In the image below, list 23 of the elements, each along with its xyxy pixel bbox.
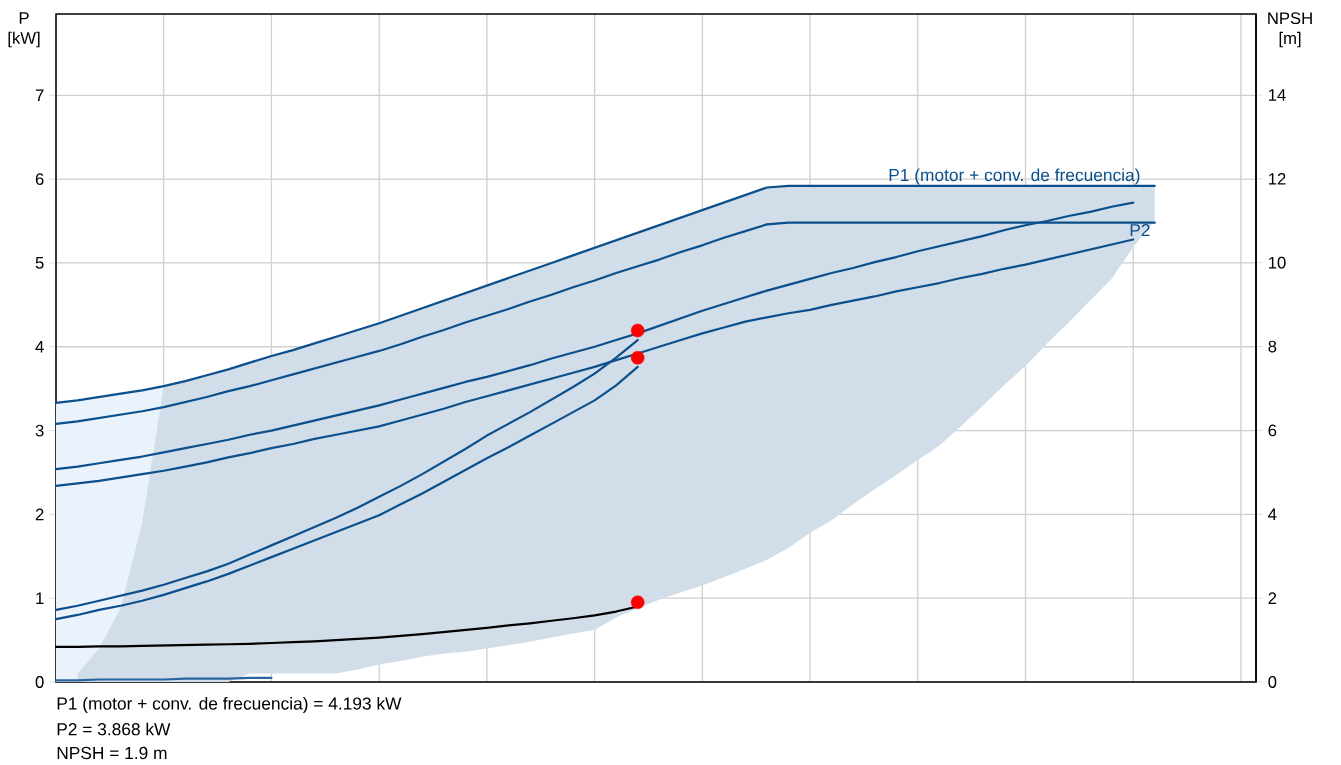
y-tick-label: 7 <box>35 89 44 102</box>
text: P2 = 3.868 kW <box>57 722 171 736</box>
text: NPSH = 1.9 m <box>57 746 167 760</box>
y-tick-label: 0 <box>35 676 44 688</box>
y-tick-label: 6 <box>35 173 44 186</box>
y-axis-title: P [kW] <box>8 12 40 48</box>
text: P1 (motor + conv. de frecuencia) = 4.193 kW <box>57 696 402 714</box>
y2-tick-label: 0 <box>1268 676 1277 688</box>
y-tick-label: 4 <box>35 341 44 353</box>
y2-tick-label: 4 <box>1268 508 1277 520</box>
y-tick-label: 2 <box>35 508 44 521</box>
y2-axis-title: NPSH [m] <box>1268 12 1312 48</box>
y-tick-label: 3 <box>35 424 44 437</box>
y2-tick-label: 6 <box>1268 424 1277 437</box>
y2-tick-label: 2 <box>1268 592 1277 604</box>
y-tick-label: 5 <box>35 257 44 269</box>
y2-tick-label: 10 <box>1269 256 1286 269</box>
y2-tick-label: 12 <box>1269 172 1286 185</box>
y2-tick-label: 8 <box>1268 340 1277 353</box>
series-label: P1 (motor + conv. de frecuencia) <box>889 168 1140 185</box>
series-label: P2 <box>1130 223 1150 237</box>
y-tick-label: 1 <box>36 592 44 604</box>
y2-tick-label: 14 <box>1269 89 1286 101</box>
